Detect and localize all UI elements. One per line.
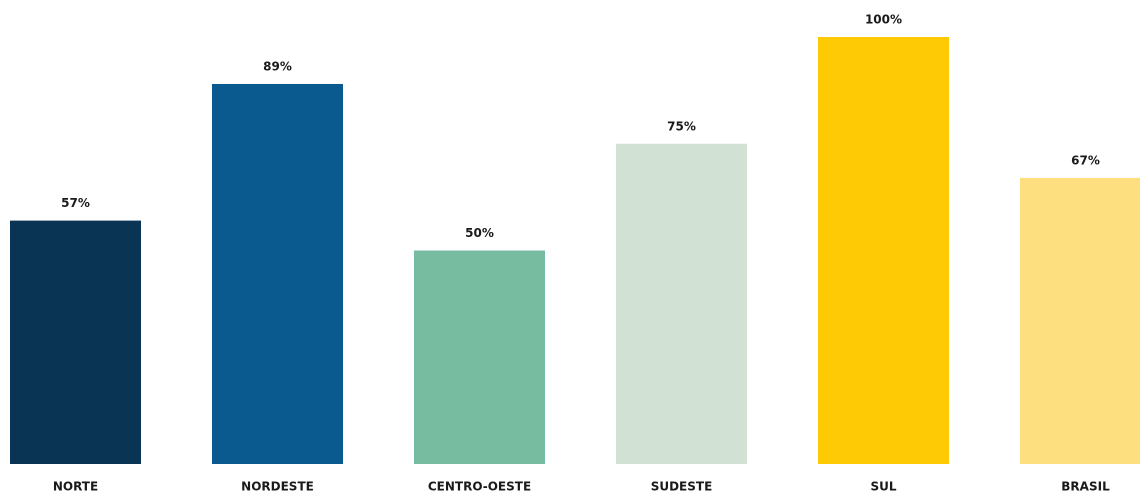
bar xyxy=(818,37,949,464)
x-tick-label: BRASIL xyxy=(1061,480,1110,492)
x-tick-label: SUDESTE xyxy=(651,480,713,492)
value-label: 57% xyxy=(61,196,90,210)
bar xyxy=(414,250,545,464)
x-tick-label: CENTRO-OESTE xyxy=(428,480,531,492)
value-label: 50% xyxy=(465,226,494,240)
bar xyxy=(10,220,141,464)
x-tick-label: NORTE xyxy=(53,480,98,492)
value-label: 100% xyxy=(865,13,902,27)
x-tick-label: NORDESTE xyxy=(241,480,314,492)
value-label: 89% xyxy=(263,59,292,73)
bar xyxy=(1020,177,1140,464)
x-tick-label: SUL xyxy=(870,480,896,492)
bar xyxy=(616,143,747,464)
value-label: 67% xyxy=(1071,153,1100,167)
bar xyxy=(212,83,343,464)
value-label: 75% xyxy=(667,119,696,133)
